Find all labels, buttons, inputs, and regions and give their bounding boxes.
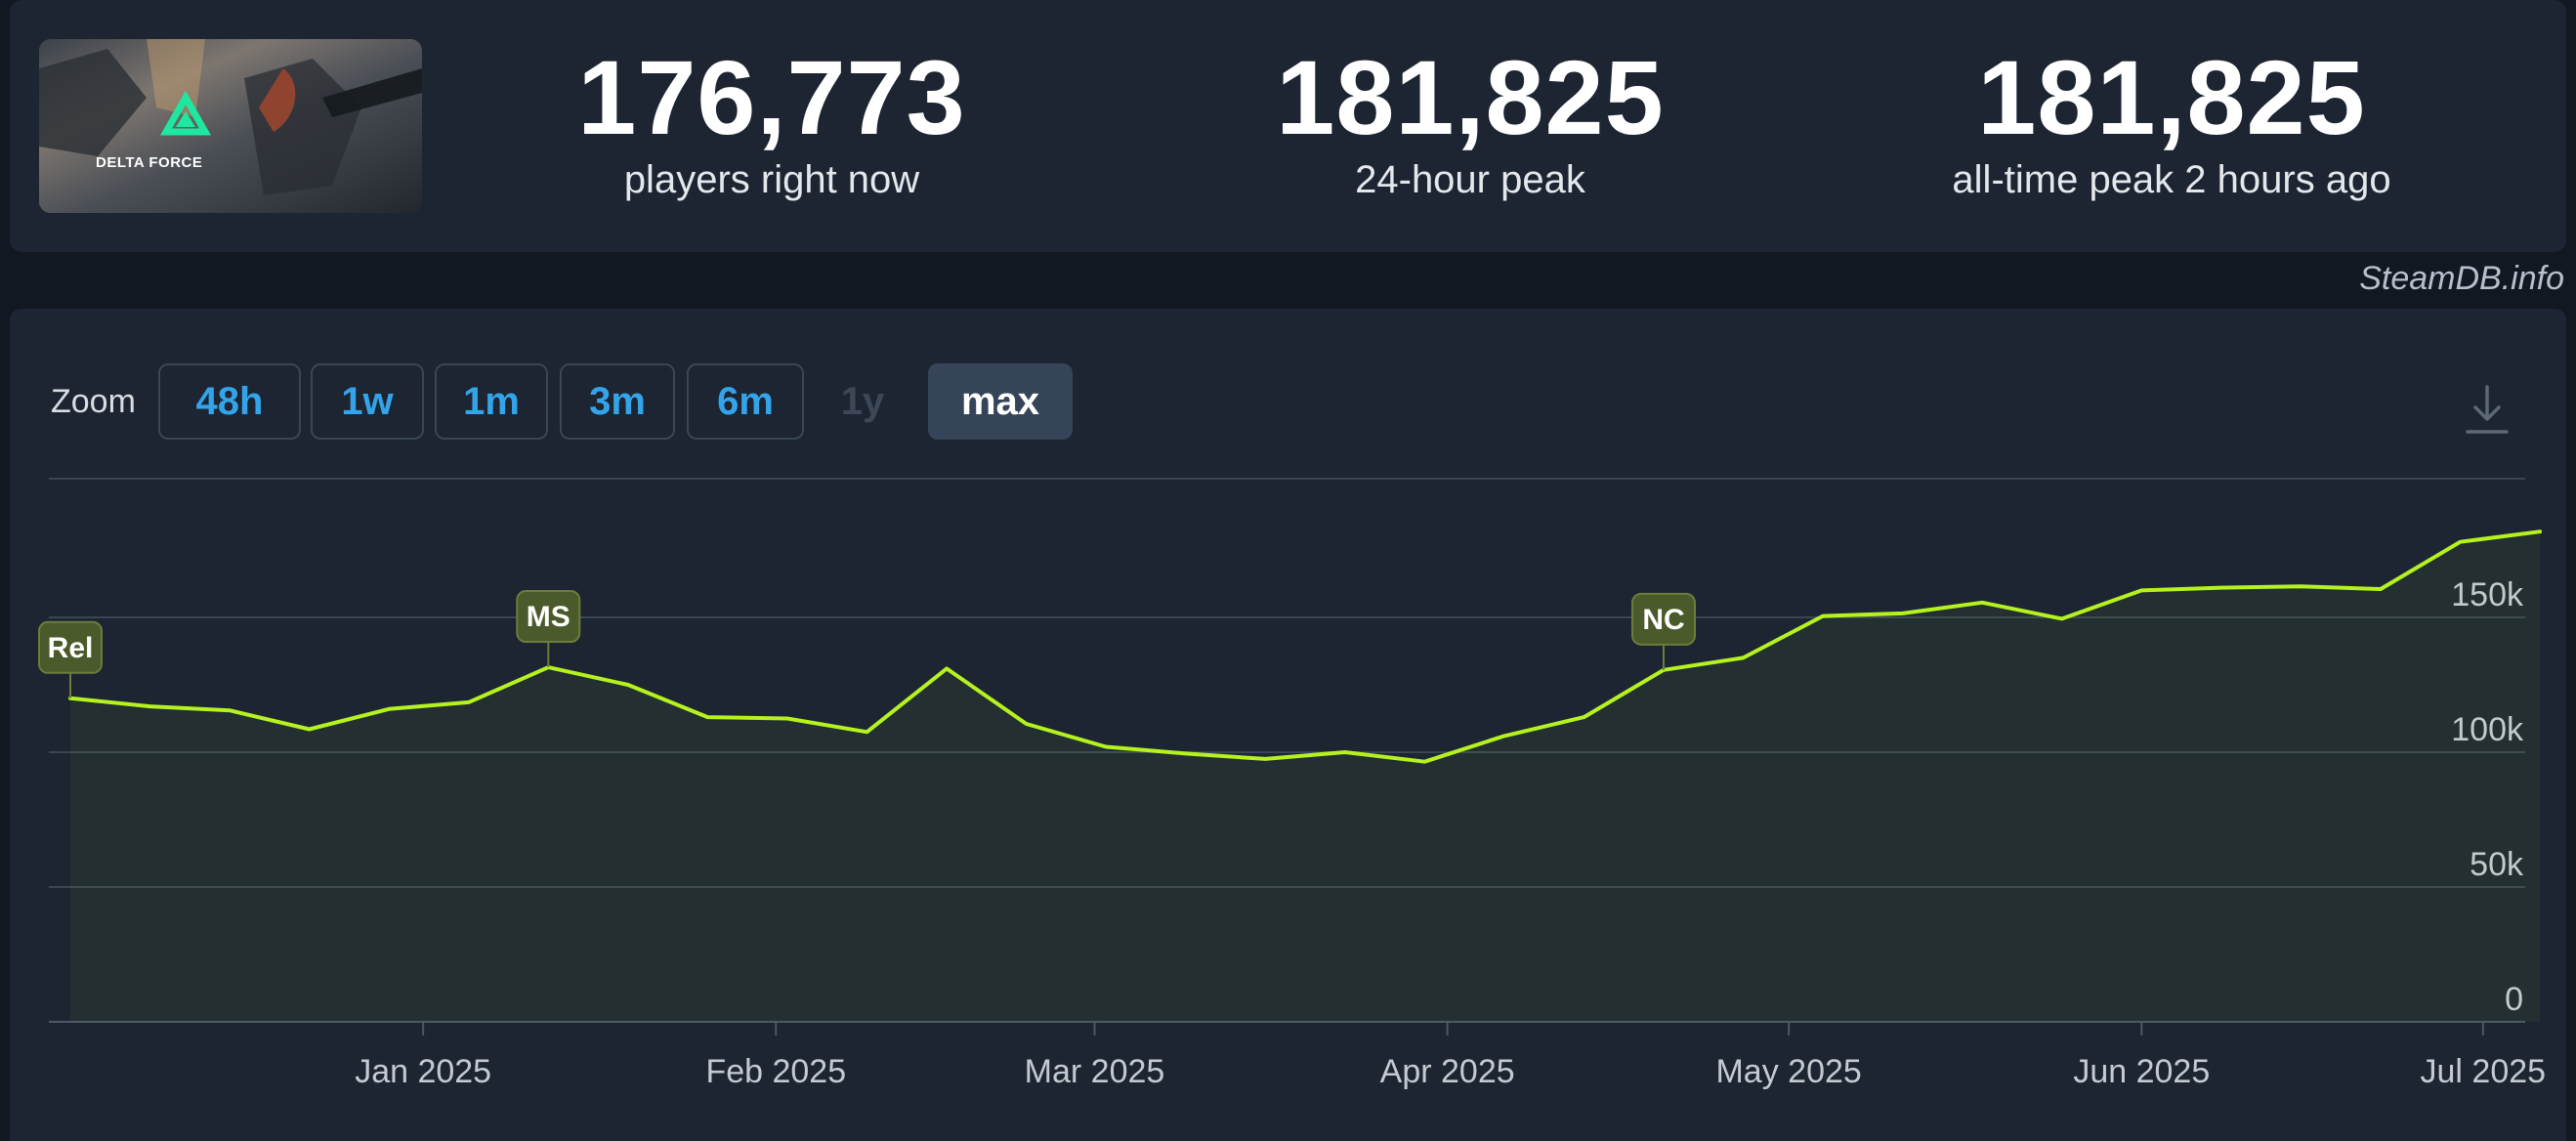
peak-24h-value: 181,825 [1276, 38, 1665, 156]
event-marker-ms[interactable] [516, 590, 581, 644]
download-icon [2466, 385, 2509, 434]
all-time-peak-label: all-time peak 2 hours ago [1952, 158, 2391, 201]
zoom-max-button[interactable]: max [928, 363, 1073, 440]
zoom-3m-button[interactable]: 3m [560, 363, 675, 440]
current-players-value: 176,773 [577, 38, 966, 156]
zoom-label: Zoom [51, 383, 136, 420]
all-time-peak-stat: 181,825 all-time peak 2 hours ago [1830, 43, 2513, 203]
current-players-stat: 176,773 players right now [430, 43, 1114, 203]
game-thumbnail[interactable]: DELTA FORCE [39, 39, 422, 213]
zoom-1m-button[interactable]: 1m [435, 363, 548, 440]
stats-panel [10, 0, 2566, 252]
zoom-1w-button[interactable]: 1w [311, 363, 424, 440]
all-time-peak-value: 181,825 [1977, 38, 2366, 156]
event-marker-nc[interactable] [1631, 592, 1696, 646]
zoom-6m-button[interactable]: 6m [687, 363, 804, 440]
steamdb-credit[interactable]: SteamDB.info [2359, 260, 2564, 297]
zoom-1y-button: 1y [819, 363, 907, 440]
zoom-48h-button[interactable]: 48h [158, 363, 301, 440]
game-artwork [39, 39, 422, 213]
peak-24h-label: 24-hour peak [1355, 158, 1585, 201]
game-logo-text: DELTA FORCE [96, 154, 203, 171]
peak-24h-stat: 181,825 24-hour peak [1128, 43, 1812, 203]
event-marker-rel[interactable] [38, 620, 103, 674]
download-button[interactable] [2458, 381, 2516, 440]
current-players-label: players right now [623, 158, 920, 201]
